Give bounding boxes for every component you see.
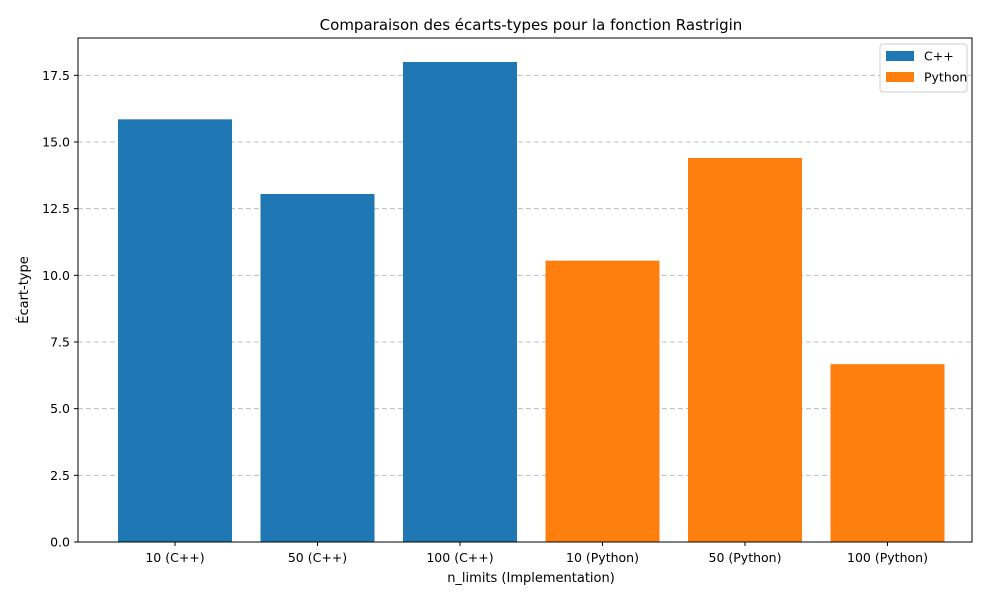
chart-title: Comparaison des écarts-types pour la fon… <box>320 16 743 34</box>
y-axis-label: Écart-type <box>16 256 32 324</box>
x-axis-ticks: 10 (C++) 50 (C++) 100 (C++) 10 (Python) 50 (… <box>145 542 928 565</box>
y-tick-label: 10.0 <box>42 268 70 283</box>
bar <box>403 62 517 542</box>
plot-area-frame <box>77 37 973 543</box>
legend-label: C++ <box>924 49 954 64</box>
x-tick-label: 50 (C++) <box>288 550 347 565</box>
legend: C++ Python <box>879 43 968 93</box>
x-tick-label: 100 (C++) <box>426 550 493 565</box>
x-tick-label: 10 (Python) <box>566 550 639 565</box>
bar <box>260 194 375 542</box>
bar <box>830 364 945 542</box>
y-tick-label: 2.5 <box>50 468 70 483</box>
bar <box>118 119 232 542</box>
x-tick-label: 10 (C++) <box>145 550 204 565</box>
y-tick-label: 0.0 <box>50 535 70 550</box>
legend-swatch <box>886 51 914 61</box>
bars <box>118 62 945 542</box>
y-tick-label: 12.5 <box>42 201 70 216</box>
bar <box>688 158 802 542</box>
y-tick-label: 15.0 <box>42 135 70 150</box>
bar <box>545 260 660 542</box>
y-tick-label: 7.5 <box>50 335 70 350</box>
y-tick-label: 5.0 <box>50 401 70 416</box>
legend-label: Python <box>924 70 967 85</box>
y-axis-ticks: 0.0 2.5 5.0 7.5 10.0 12.5 15.0 17.5 <box>42 68 78 550</box>
x-axis-label: n_limits (Implementation) <box>447 571 615 586</box>
x-tick-label: 50 (Python) <box>709 550 782 565</box>
x-tick-label: 100 (Python) <box>847 550 928 565</box>
y-tick-label: 17.5 <box>42 68 70 83</box>
legend-swatch <box>886 72 914 82</box>
